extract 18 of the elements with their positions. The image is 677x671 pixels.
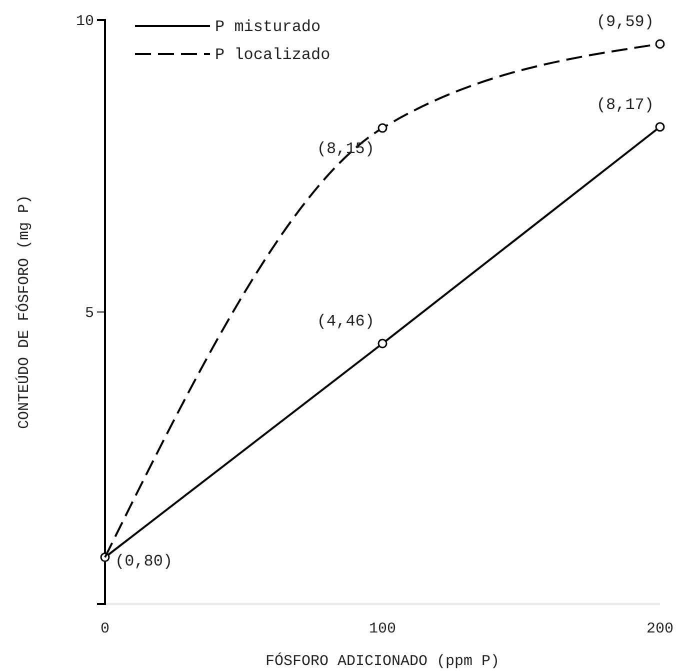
y-axis-title: CONTEÚDO DE FÓSFORO (mg P)	[15, 194, 33, 430]
point	[378, 123, 388, 133]
point	[655, 122, 665, 132]
x-tick-label: 200	[646, 620, 674, 638]
data-label: (4,46)	[316, 312, 374, 331]
data-label: (9,59)	[596, 12, 654, 31]
x-tick-label: 100	[368, 620, 396, 638]
y-tick-label: 5	[84, 304, 94, 322]
x-tick-label: 0	[100, 620, 110, 638]
y-tick-label: 10	[76, 12, 94, 30]
legend-label: P localizado	[215, 46, 330, 64]
legend-label: P misturado	[215, 18, 321, 36]
point	[378, 338, 388, 348]
x-axis-title: FÓSFORO ADICIONADO (ppm P)	[265, 652, 500, 670]
data-label: (8,15)	[316, 140, 374, 158]
data-label: (8,17)	[596, 96, 654, 114]
point	[655, 39, 665, 49]
data-label: (0,80)	[115, 552, 173, 570]
